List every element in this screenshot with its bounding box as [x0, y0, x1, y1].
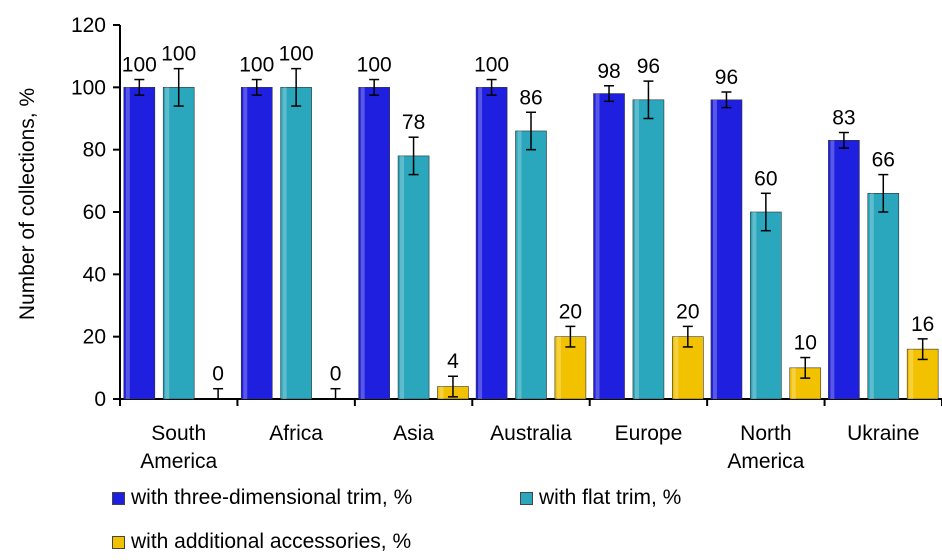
category-label: Ukraine [847, 422, 919, 445]
legend-label-three-dimensional: with three-dimensional trim, % [131, 486, 413, 509]
bar [632, 99, 665, 400]
data-label: 78 [402, 111, 425, 134]
y-tick-label: 60 [83, 201, 106, 224]
category-label: Europe [615, 422, 683, 445]
bar [710, 99, 743, 400]
category-label: Australia [490, 422, 572, 445]
bar-highlight [243, 87, 248, 399]
data-label: 96 [637, 55, 660, 78]
data-label: 100 [122, 54, 157, 77]
category-label: Africa [269, 422, 323, 445]
data-label: 20 [559, 300, 582, 323]
data-label: 20 [676, 300, 699, 323]
data-label: 100 [474, 54, 509, 77]
y-tick-label: 0 [94, 388, 106, 411]
bar-highlight [752, 212, 757, 399]
bar-highlight [282, 87, 287, 399]
data-label: 0 [212, 363, 224, 386]
data-label: 60 [754, 167, 777, 190]
category-label: Asia [393, 422, 434, 445]
legend-item-accessories: with additional accessories, % [112, 530, 411, 554]
y-tick-label: 120 [71, 14, 106, 37]
y-tick-label: 100 [71, 76, 106, 99]
bar-highlight [830, 140, 835, 400]
data-label: 16 [911, 313, 934, 336]
bar-highlight [360, 87, 365, 399]
data-label: 10 [794, 332, 817, 355]
legend-label-accessories: with additional accessories, % [131, 530, 412, 553]
data-label: 100 [239, 54, 274, 77]
bar-highlight [674, 336, 679, 399]
bar-highlight [869, 193, 874, 399]
bar-highlight [517, 130, 522, 399]
category-label: South [151, 422, 206, 445]
y-tick-label: 40 [83, 263, 106, 286]
bar [750, 211, 782, 400]
bar-highlight [478, 87, 483, 399]
data-label: 98 [597, 60, 620, 83]
data-label: 100 [161, 43, 196, 66]
bar [593, 93, 625, 400]
legend-swatch-flat [520, 491, 533, 505]
bar [123, 87, 156, 400]
y-axis-label: Number of collections, % [16, 88, 39, 320]
data-label: 100 [357, 54, 392, 77]
bar [280, 87, 312, 400]
bar-highlight [712, 99, 717, 400]
bar-highlight [125, 87, 130, 399]
bar-highlight [400, 155, 405, 399]
bar [475, 87, 508, 400]
bar [358, 87, 390, 400]
category-label: America [727, 450, 804, 473]
legend-swatch-accessories [112, 535, 125, 549]
data-label: 0 [330, 363, 342, 386]
data-label: 86 [519, 86, 542, 109]
category-label: America [140, 450, 217, 473]
category-label: North [740, 422, 791, 445]
bar-highlight [439, 386, 444, 399]
data-label: 100 [279, 43, 314, 66]
y-tick-label: 20 [83, 326, 106, 349]
legend-item-three-dimensional: with three-dimensional trim, % [112, 486, 412, 510]
bar-highlight [909, 349, 914, 399]
legend-label-flat: with flat trim, % [539, 486, 682, 509]
bar-highlight [556, 336, 561, 399]
data-label: 96 [715, 66, 738, 89]
bar-highlight [634, 99, 639, 400]
bar-highlight [595, 93, 600, 400]
bar [397, 155, 430, 400]
bar [828, 140, 860, 400]
legend-swatch-three-dimensional [112, 491, 125, 505]
bar [240, 87, 273, 400]
y-tick-label: 80 [83, 139, 106, 162]
data-label: 66 [872, 149, 895, 172]
bar [867, 193, 900, 400]
legend-item-flat: with flat trim, % [520, 486, 681, 510]
bar-highlight [791, 367, 796, 399]
bar-highlight [165, 87, 170, 399]
data-label: 83 [832, 107, 855, 130]
data-label: 4 [447, 350, 459, 373]
bar [515, 130, 547, 400]
